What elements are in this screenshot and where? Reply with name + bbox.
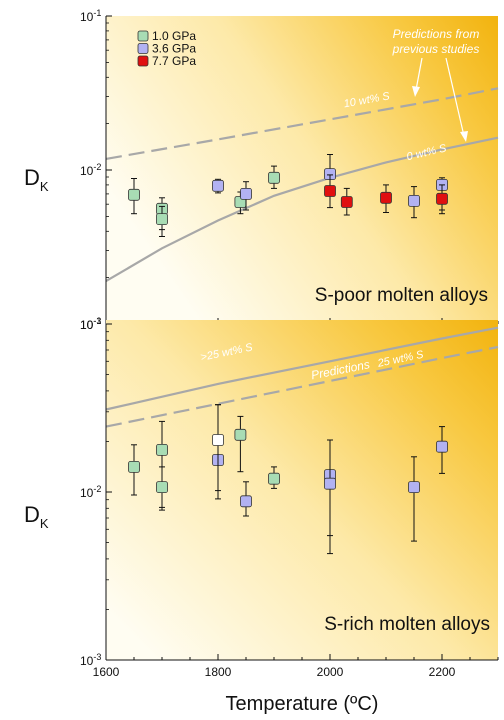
- prediction-curves: [105, 326, 499, 428]
- svg-text:DK: DK: [24, 165, 49, 194]
- data-point: [380, 191, 392, 204]
- x-tick-label: 2200: [429, 665, 456, 679]
- annotation-arrowhead-0: [460, 131, 468, 142]
- x-axis-label: Temperature (ºC): [226, 693, 379, 715]
- annotation-arrow-10: [415, 57, 423, 91]
- annotation-arrowhead-10: [412, 86, 420, 97]
- annotation-arrow-0: [445, 57, 465, 137]
- data-point: [268, 171, 280, 184]
- legend-swatch: [137, 43, 149, 54]
- legend-entry: 7.7 GPa: [152, 54, 196, 68]
- data-point: [128, 460, 140, 473]
- annotation-line-2: previous studies: [392, 42, 480, 56]
- data-point: [156, 213, 168, 226]
- predictions-annotation: Predictions from previous studies: [392, 27, 480, 142]
- x-tick-label: 1600: [93, 665, 120, 679]
- data-point: [156, 481, 168, 494]
- y-tick-label: 10-2: [80, 162, 101, 178]
- prediction-curve: [105, 136, 499, 283]
- data-point: [268, 472, 280, 485]
- data-point: [408, 194, 420, 207]
- data-point: [340, 196, 353, 208]
- legend-entry: 3.6 GPa: [152, 42, 196, 56]
- y-tick-label: 10-2: [80, 484, 101, 500]
- annotation-line-1: Predictions from: [393, 27, 480, 41]
- data-points: [128, 154, 448, 237]
- y-label-main: D: [24, 502, 40, 527]
- prediction-curve: [105, 87, 499, 160]
- panel-s-rich: >25 wt% S 25 wt% S Predictions S-rich mol…: [24, 316, 499, 668]
- panel-s-poor: 10 wt% S0 wt% S Predictions from previou…: [24, 8, 499, 332]
- legend-entry: 1.0 GPa: [152, 29, 196, 43]
- data-point: [324, 185, 336, 197]
- data-point: [128, 188, 140, 201]
- plot-area: [106, 16, 498, 328]
- y-tick-label: 10-1: [80, 316, 101, 332]
- data-point: [212, 434, 224, 446]
- data-point: [212, 179, 224, 192]
- data-point: [240, 495, 252, 508]
- x-tick-label: 2000: [317, 665, 344, 679]
- data-point: [408, 481, 420, 494]
- y-axis-label: DK: [24, 165, 49, 194]
- data-point: [436, 440, 448, 453]
- legend-swatch: [137, 55, 149, 67]
- y-label-sub: K: [40, 516, 49, 531]
- data-points: [128, 404, 448, 555]
- y-axis-label: DK: [24, 502, 49, 531]
- prediction-curve: [105, 326, 499, 411]
- y-tick-label: 10-1: [80, 8, 101, 24]
- svg-text:DK: DK: [24, 502, 49, 531]
- plot-area: [106, 320, 498, 660]
- data-point: [240, 187, 252, 200]
- x-tick-label: 1800: [205, 665, 232, 679]
- data-point: [156, 443, 168, 456]
- panel-title: S-poor molten alloys: [315, 285, 488, 306]
- data-point: [436, 192, 448, 205]
- x-tick-labels: 1600 1800 2000 2200: [93, 665, 456, 679]
- data-point: [324, 477, 336, 490]
- y-label-sub: K: [40, 179, 49, 194]
- legend-swatch: [137, 30, 149, 42]
- y-label-main: D: [24, 165, 40, 190]
- data-point: [234, 428, 247, 441]
- panel-title: S-rich molten alloys: [324, 614, 490, 635]
- prediction-curve: [105, 345, 499, 428]
- prediction-curves: [105, 87, 499, 283]
